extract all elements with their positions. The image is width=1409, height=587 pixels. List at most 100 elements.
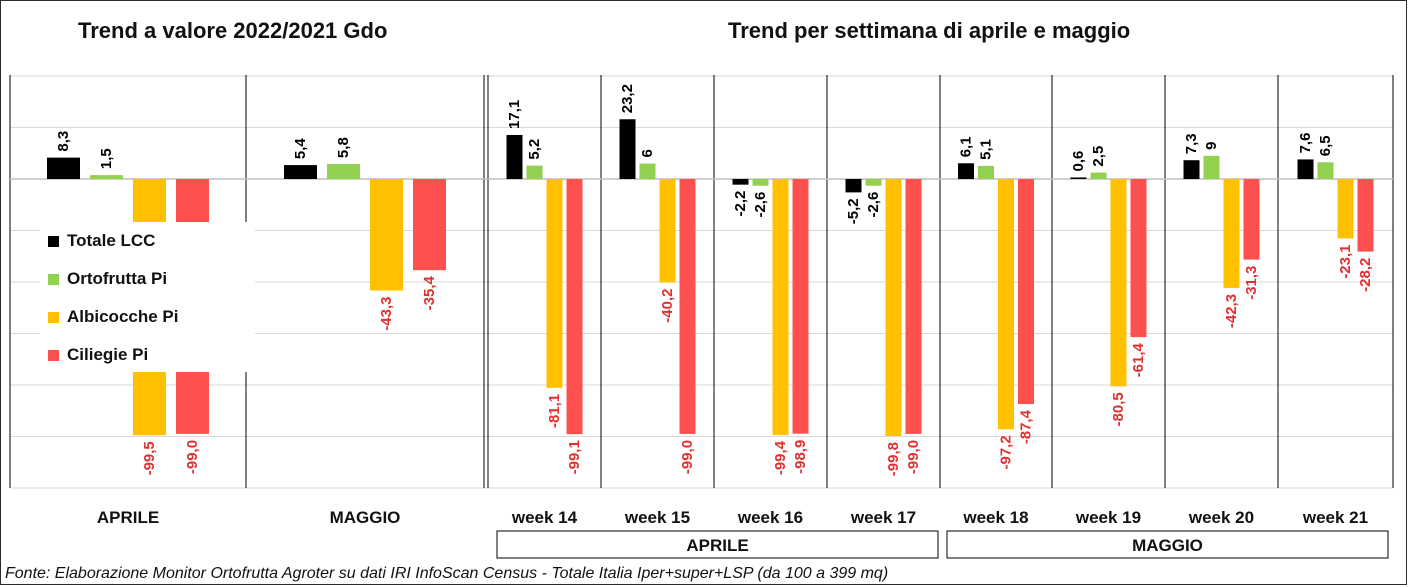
bar-ciliegie-pi-week-16 xyxy=(792,179,809,434)
category-label: week 18 xyxy=(962,508,1028,527)
data-label: 5,4 xyxy=(292,138,309,160)
data-label: -23,1 xyxy=(1337,244,1354,278)
bar-albicocche-pi-week-14 xyxy=(546,179,563,388)
bar-totale-lcc-week-20 xyxy=(1183,160,1200,179)
left-chart-title: Trend a valore 2022/2021 Gdo xyxy=(78,18,388,43)
bar-ortofrutta-pi-maggio xyxy=(327,164,360,179)
data-label: 8,3 xyxy=(55,131,72,152)
bar-ciliegie-pi-week-17 xyxy=(905,179,922,434)
legend-swatch-ortofrutta-pi xyxy=(48,273,59,285)
bar-ortofrutta-pi-aprile xyxy=(90,175,123,179)
data-label: -80,5 xyxy=(1110,392,1127,426)
data-label: -31,3 xyxy=(1243,266,1260,300)
bar-ortofrutta-pi-week-21 xyxy=(1317,162,1334,179)
group-label: APRILE xyxy=(686,536,748,555)
data-label: -2,6 xyxy=(752,192,769,218)
group-label: MAGGIO xyxy=(1132,536,1203,555)
bar-ciliegie-pi-week-14 xyxy=(566,179,583,435)
data-label: 6 xyxy=(639,149,656,157)
data-label: -99,1 xyxy=(566,440,583,474)
bar-ciliegie-pi-week-19 xyxy=(1130,179,1147,338)
bar-ortofrutta-pi-week-18 xyxy=(978,165,994,179)
bar-ciliegie-pi-week-20 xyxy=(1243,179,1260,260)
category-label: week 19 xyxy=(1075,508,1141,527)
data-label: 7,6 xyxy=(1297,133,1314,154)
bar-totale-lcc-week-18 xyxy=(958,163,974,179)
bar-albicocche-pi-week-18 xyxy=(998,179,1014,430)
bar-ciliegie-pi-week-15 xyxy=(679,179,696,434)
legend-label-ortofrutta-pi: Ortofrutta Pi xyxy=(67,269,168,288)
bar-totale-lcc-week-16 xyxy=(732,179,749,185)
data-label: 2,5 xyxy=(1090,146,1107,167)
data-label: 17,1 xyxy=(506,100,523,129)
legend-label-totale-lcc: Totale LCC xyxy=(67,231,156,250)
data-label: 23,2 xyxy=(619,84,636,113)
legend-label-ciliegie-pi: Ciliegie Pi xyxy=(67,345,149,364)
data-label: 5,1 xyxy=(978,139,995,160)
bar-totale-lcc-aprile xyxy=(47,157,80,179)
bar-albicocche-pi-week-16 xyxy=(772,179,789,435)
data-label: -40,2 xyxy=(659,289,676,323)
data-label: 1,5 xyxy=(98,148,115,169)
bar-ciliegie-pi-week-21 xyxy=(1357,179,1374,252)
category-label: week 21 xyxy=(1302,508,1368,527)
right-chart-title: Trend per settimana di aprile e maggio xyxy=(728,18,1131,43)
data-label: 6,5 xyxy=(1317,135,1334,156)
category-label: week 16 xyxy=(737,508,803,527)
data-label: -99,5 xyxy=(141,441,158,475)
data-label: 0,6 xyxy=(1070,151,1087,172)
data-label: 5,2 xyxy=(526,139,543,160)
data-label: -42,3 xyxy=(1223,294,1240,328)
category-label: week 14 xyxy=(511,508,578,527)
bar-ortofrutta-pi-week-15 xyxy=(639,163,656,179)
data-label: -28,2 xyxy=(1357,258,1374,292)
data-label: -43,3 xyxy=(378,296,395,330)
data-label: -99,0 xyxy=(905,440,922,474)
data-label: -87,4 xyxy=(1018,409,1035,444)
legend-swatch-ciliegie-pi xyxy=(48,349,59,361)
category-label: week 17 xyxy=(850,508,916,527)
data-label: -61,4 xyxy=(1130,342,1147,377)
data-label: -97,2 xyxy=(998,435,1015,469)
bar-ortofrutta-pi-week-19 xyxy=(1090,172,1107,179)
data-label: -99,0 xyxy=(679,440,696,474)
bar-ortofrutta-pi-week-14 xyxy=(526,165,543,179)
bar-albicocche-pi-week-15 xyxy=(659,179,676,283)
data-label: 9 xyxy=(1203,141,1220,149)
group-box-aprile xyxy=(496,530,939,559)
bar-ciliegie-pi-week-18 xyxy=(1018,179,1034,405)
bar-ortofrutta-pi-week-17 xyxy=(865,179,882,186)
data-label: -81,1 xyxy=(546,394,563,428)
legend-swatch-albicocche-pi xyxy=(48,311,59,323)
bar-totale-lcc-week-21 xyxy=(1297,159,1314,179)
legend-item-albicocche-pi: Albicocche Pi xyxy=(40,298,255,336)
bar-ciliegie-pi-maggio xyxy=(413,179,446,271)
data-label: -2,6 xyxy=(865,192,882,218)
category-label: week 15 xyxy=(624,508,690,527)
group-box-maggio xyxy=(946,530,1389,559)
bar-totale-lcc-week-15 xyxy=(619,119,636,179)
data-label: 7,3 xyxy=(1183,133,1200,154)
legend-label-albicocche-pi: Albicocche Pi xyxy=(67,307,179,326)
data-label: -99,8 xyxy=(885,442,902,476)
legend-item-ciliegie-pi: Ciliegie Pi xyxy=(40,336,255,374)
data-label: -35,4 xyxy=(421,276,438,311)
bar-totale-lcc-maggio xyxy=(284,165,317,179)
data-label: 5,8 xyxy=(335,137,352,158)
chart-legend: Totale LCC Ortofrutta Pi Albicocche Pi C… xyxy=(40,222,255,372)
bar-albicocche-pi-week-21 xyxy=(1337,179,1354,239)
legend-item-ortofrutta-pi: Ortofrutta Pi xyxy=(40,260,255,298)
data-label: -2,2 xyxy=(732,191,749,217)
source-footnote: Fonte: Elaborazione Monitor Ortofrutta A… xyxy=(5,565,889,582)
data-label: 6,1 xyxy=(958,136,975,157)
bar-ortofrutta-pi-week-16 xyxy=(752,179,769,186)
bar-ortofrutta-pi-week-20 xyxy=(1203,155,1220,179)
data-label: -98,9 xyxy=(792,440,809,474)
category-label: APRILE xyxy=(97,508,159,527)
data-label: -5,2 xyxy=(845,198,862,224)
bar-totale-lcc-week-17 xyxy=(845,179,862,193)
bar-albicocche-pi-week-20 xyxy=(1223,179,1240,288)
bar-albicocche-pi-week-19 xyxy=(1110,179,1127,387)
bar-albicocche-pi-week-17 xyxy=(885,179,902,436)
